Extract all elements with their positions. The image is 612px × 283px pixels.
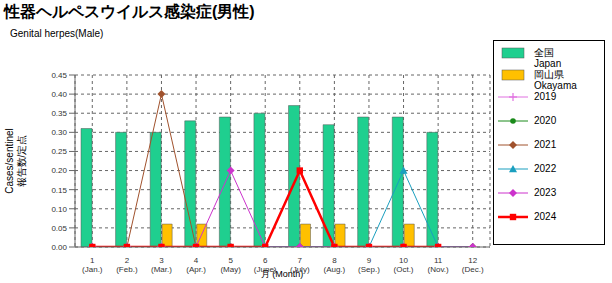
svg-text:(Jan.): (Jan.) <box>82 265 103 274</box>
svg-text:0.40: 0.40 <box>51 90 67 99</box>
svg-text:(Oct.): (Oct.) <box>394 265 414 274</box>
svg-text:12: 12 <box>468 256 477 265</box>
svg-text:(Apr.): (Apr.) <box>186 265 206 274</box>
svg-text:0.15: 0.15 <box>51 186 67 195</box>
svg-text:0.05: 0.05 <box>51 224 67 233</box>
svg-text:0.10: 0.10 <box>51 205 67 214</box>
svg-text:(Sep.): (Sep.) <box>358 265 380 274</box>
svg-text:2: 2 <box>125 256 130 265</box>
svg-text:(Aug.): (Aug.) <box>323 265 345 274</box>
svg-text:8: 8 <box>332 256 337 265</box>
svg-text:9: 9 <box>367 256 372 265</box>
svg-text:0.45: 0.45 <box>51 71 67 80</box>
svg-text:(Nov.): (Nov.) <box>428 265 450 274</box>
svg-text:11: 11 <box>434 256 443 265</box>
svg-text:0.35: 0.35 <box>51 109 67 118</box>
svg-text:(July): (July) <box>290 265 310 274</box>
svg-text:1: 1 <box>90 256 95 265</box>
svg-text:(Feb.): (Feb.) <box>116 265 138 274</box>
svg-text:5: 5 <box>228 256 233 265</box>
svg-text:0.30: 0.30 <box>51 128 67 137</box>
svg-text:(Dec.): (Dec.) <box>462 265 484 274</box>
svg-text:0.00: 0.00 <box>51 243 67 252</box>
svg-text:3: 3 <box>159 256 164 265</box>
svg-text:(June): (June) <box>254 265 277 274</box>
svg-text:0.25: 0.25 <box>51 147 67 156</box>
svg-text:7: 7 <box>298 256 303 265</box>
svg-text:6: 6 <box>263 256 268 265</box>
svg-text:4: 4 <box>194 256 199 265</box>
svg-text:(Mar.): (Mar.) <box>151 265 172 274</box>
svg-text:10: 10 <box>399 256 408 265</box>
svg-text:(May): (May) <box>220 265 241 274</box>
svg-text:0.20: 0.20 <box>51 166 67 175</box>
